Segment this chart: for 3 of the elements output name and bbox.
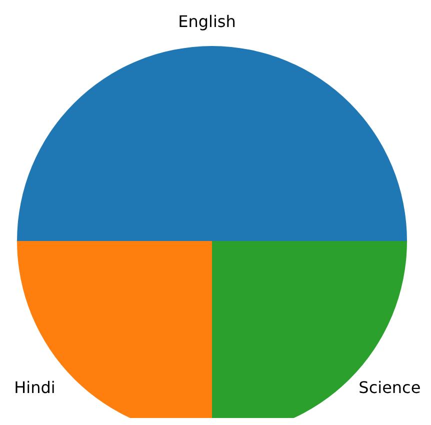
slice-label: Hindi [14,378,56,398]
slice-label: Science [358,378,421,398]
slice-label: English [178,12,236,31]
